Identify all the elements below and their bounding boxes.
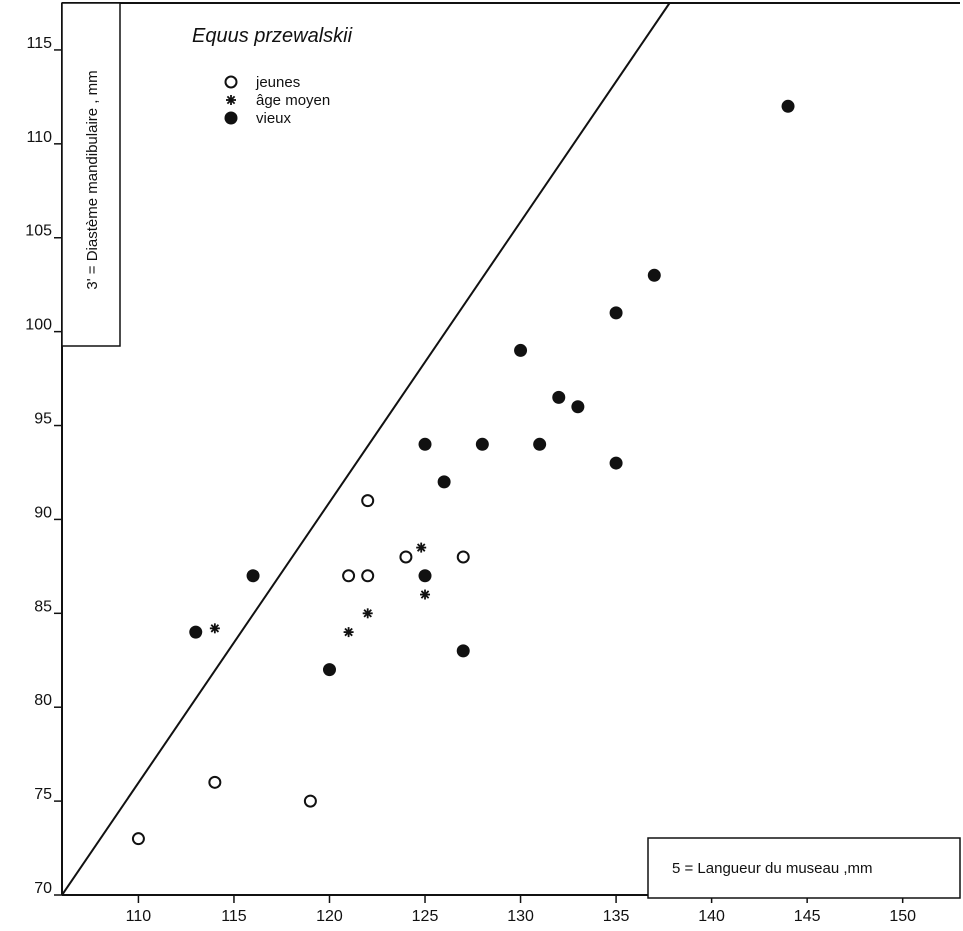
data-points xyxy=(131,99,795,846)
data-point xyxy=(342,569,356,583)
x-tick-label: 115 xyxy=(221,908,247,925)
x-tick-label: 135 xyxy=(603,908,630,925)
data-point xyxy=(322,663,336,677)
y-tick-label: 100 xyxy=(25,317,52,334)
data-point xyxy=(475,437,489,451)
x-tick-label: 120 xyxy=(316,908,343,925)
data-point xyxy=(456,644,470,658)
y-tick-label: 80 xyxy=(34,692,52,709)
data-point xyxy=(456,550,470,564)
plot-frame xyxy=(61,2,960,896)
data-point xyxy=(246,569,260,583)
y-tick-label: 95 xyxy=(34,411,52,428)
legend-label: jeunes xyxy=(255,74,300,91)
xlabel-box xyxy=(647,837,961,899)
data-point xyxy=(303,794,317,808)
data-point xyxy=(361,494,375,508)
data-point xyxy=(418,437,432,451)
y-tick-label: 70 xyxy=(34,880,52,897)
data-point xyxy=(362,608,373,619)
data-point xyxy=(131,832,145,846)
data-point xyxy=(609,306,623,320)
x-axis-label: 5 = Langueur du museau ,mm xyxy=(672,860,873,877)
data-point xyxy=(399,550,413,564)
data-point xyxy=(209,623,220,634)
y-tick-label: 115 xyxy=(26,35,52,52)
data-point xyxy=(420,589,431,600)
x-tick-label: 145 xyxy=(794,908,821,925)
y-axis-label: 3' = Diastème mandibulaire , mm xyxy=(84,70,101,289)
y-tick-label: 85 xyxy=(34,598,52,615)
legend-marker xyxy=(224,75,238,89)
y-tick-label: 75 xyxy=(34,786,52,803)
y-tick-label: 90 xyxy=(34,504,52,521)
x-tick-label: 130 xyxy=(507,908,534,925)
regression-line xyxy=(61,2,671,896)
data-point xyxy=(343,627,354,638)
axis-ticks: 70 75 80 85 90 95 100 105 110 115 110 115 120 125 130 1… xyxy=(25,35,916,925)
data-point xyxy=(416,542,427,553)
data-point xyxy=(647,268,661,282)
legend-marker xyxy=(224,111,238,125)
data-point xyxy=(189,625,203,639)
legend-marker xyxy=(226,95,236,105)
chart-title: Equus przewalskii xyxy=(192,25,353,47)
y-tick-label: 105 xyxy=(25,223,52,240)
data-point xyxy=(418,569,432,583)
data-point xyxy=(361,569,375,583)
data-point xyxy=(609,456,623,470)
x-tick-label: 140 xyxy=(698,908,725,925)
legend-label: vieux xyxy=(256,110,292,127)
x-tick-label: 150 xyxy=(889,908,916,925)
data-point xyxy=(552,390,566,404)
x-tick-label: 110 xyxy=(126,908,152,925)
data-point xyxy=(781,99,795,113)
legend-label: âge moyen xyxy=(256,92,330,109)
data-point xyxy=(533,437,547,451)
data-point xyxy=(437,475,451,489)
data-point xyxy=(571,400,585,414)
x-tick-label: 125 xyxy=(412,908,439,925)
y-tick-label: 110 xyxy=(26,129,52,146)
data-point xyxy=(514,343,528,357)
ylabel-box xyxy=(61,2,121,347)
data-point xyxy=(208,775,222,789)
